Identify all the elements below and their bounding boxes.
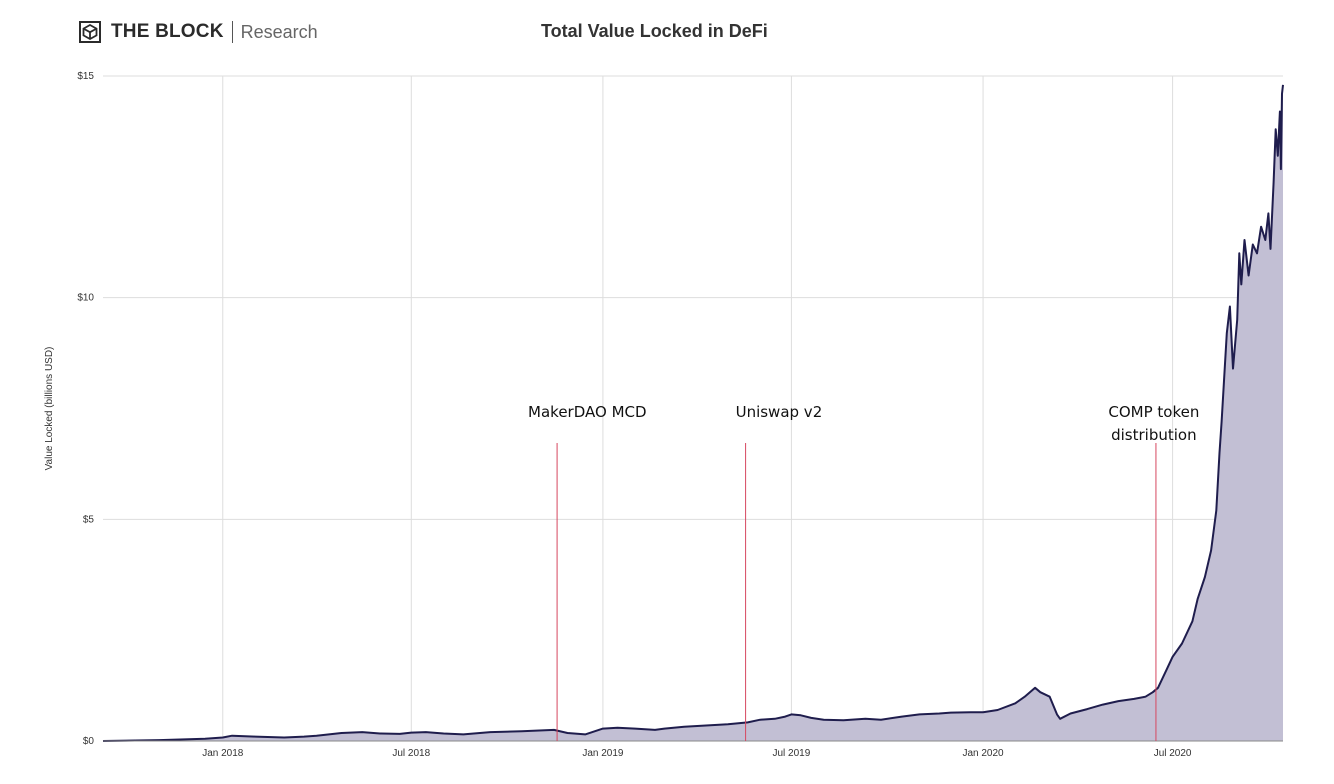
annotation-label: distribution xyxy=(1111,426,1196,444)
y-tick-label: $10 xyxy=(77,293,94,304)
tvl-line xyxy=(102,84,1284,742)
x-tick-label: Jan 2020 xyxy=(962,748,1004,759)
annotation-label: MakerDAO MCD xyxy=(528,403,647,421)
y-tick-label: $15 xyxy=(77,71,94,82)
x-tick-label: Jan 2019 xyxy=(582,748,624,759)
brand-name: THE BLOCK xyxy=(111,21,224,42)
cube-logo-icon xyxy=(79,21,101,43)
tvl-area xyxy=(103,84,1283,741)
chart-title: Total Value Locked in DeFi xyxy=(541,21,768,41)
annotation-label: COMP token xyxy=(1108,403,1199,421)
brand: THE BLOCK Research xyxy=(78,18,318,46)
x-tick-label: Jan 2018 xyxy=(202,748,244,759)
x-tick-label: Jul 2020 xyxy=(1154,748,1192,759)
annotation-label: Uniswap v2 xyxy=(736,403,823,421)
brand-subtitle: Research xyxy=(240,21,318,42)
brand-divider xyxy=(231,21,233,43)
y-axis-label: Value Locked (billions USD) xyxy=(44,347,55,471)
x-tick-label: Jul 2018 xyxy=(392,748,430,759)
y-tick-label: $0 xyxy=(83,736,95,747)
x-tick-label: Jul 2019 xyxy=(773,748,811,759)
y-tick-label: $5 xyxy=(83,514,95,525)
